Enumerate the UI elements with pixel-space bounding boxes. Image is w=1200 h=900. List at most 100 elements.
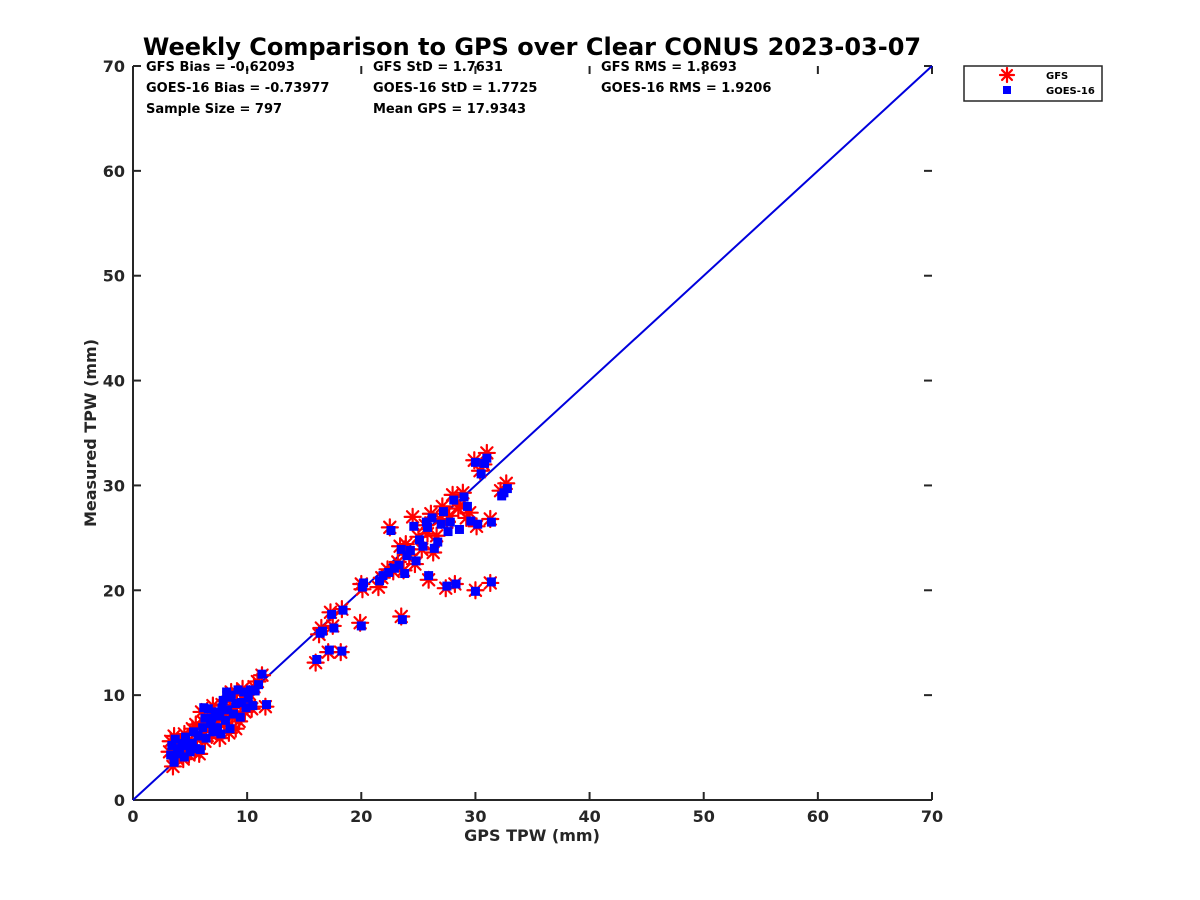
goes16-point — [195, 745, 205, 755]
x-tick-label: 50 — [693, 807, 715, 826]
stat-mean-gps: Mean GPS = 17.9343 — [373, 102, 526, 117]
goes16-point — [466, 516, 476, 526]
goes16-point — [405, 545, 415, 555]
x-tick-label: 30 — [464, 807, 486, 826]
goes16-point — [231, 699, 241, 709]
legend-gfs-marker — [998, 66, 1016, 84]
goes16-point — [409, 521, 419, 531]
y-tick-label: 10 — [103, 686, 125, 705]
goes16-point — [233, 685, 243, 695]
legend-goes-marker — [1003, 86, 1011, 94]
stat-goes-rms: GOES-16 RMS = 1.9206 — [601, 81, 771, 96]
goes16-point — [396, 544, 406, 554]
y-tick-label: 70 — [103, 57, 125, 76]
x-tick-label: 20 — [350, 807, 372, 826]
goes16-point — [235, 712, 245, 722]
goes16-point — [225, 724, 235, 734]
goes16-point — [173, 749, 183, 759]
legend: GFS GOES-16 — [963, 65, 1103, 102]
goes16-point — [206, 718, 216, 728]
goes16-point — [207, 713, 217, 723]
stat-gfs-std: GFS StD = 1.7631 — [373, 60, 503, 75]
x-axis-label: GPS TPW (mm) — [464, 826, 600, 845]
goes16-point — [223, 705, 233, 715]
goes16-point — [324, 645, 334, 655]
goes16-point — [208, 727, 218, 737]
goes16-point — [185, 747, 195, 757]
goes16-point — [442, 581, 452, 591]
y-tick-label: 60 — [103, 162, 125, 181]
goes16-point — [449, 495, 459, 505]
goes16-point — [470, 457, 480, 467]
goes16-point — [397, 615, 407, 625]
goes16-point — [482, 453, 492, 463]
goes16-point — [220, 715, 230, 725]
goes16-point — [175, 744, 185, 754]
y-tick-label: 40 — [103, 372, 125, 391]
goes16-point — [257, 669, 267, 679]
goes16-point — [181, 732, 191, 742]
goes16-point — [424, 571, 434, 581]
legend-goes-square — [1003, 86, 1011, 94]
axes — [132, 66, 932, 801]
goes16-point — [217, 703, 227, 713]
goes16-point — [312, 654, 322, 664]
stat-gfs-rms: GFS RMS = 1.8693 — [601, 60, 737, 75]
goes16-point — [193, 731, 203, 741]
goes16-point — [378, 571, 388, 581]
goes16-point — [443, 527, 453, 537]
y-tick-label: 0 — [114, 791, 125, 810]
goes16-point — [212, 723, 222, 733]
goes16-point — [246, 685, 256, 695]
chart-title: Weekly Comparison to GPS over Clear CONU… — [143, 33, 921, 61]
goes16-point — [201, 733, 211, 743]
goes16-point — [436, 519, 446, 529]
goes16-point — [386, 526, 396, 536]
goes16-point — [329, 623, 339, 633]
goes16-point — [200, 713, 210, 723]
goes16-point — [433, 537, 443, 547]
goes16-point — [359, 578, 369, 588]
goes16-point — [236, 697, 246, 707]
goes16-point — [191, 744, 201, 754]
goes16-point — [183, 740, 193, 750]
goes16-point — [338, 605, 348, 615]
goes16-point — [400, 569, 410, 579]
goes16-point — [375, 576, 385, 586]
goes16-point — [248, 701, 258, 711]
goes16-point — [418, 541, 428, 551]
goes16-point — [402, 551, 412, 561]
stat-goes-bias: GOES-16 Bias = -0.73977 — [146, 81, 329, 96]
goes16-point — [177, 738, 187, 748]
goes16-point — [421, 517, 431, 527]
goes16-point — [476, 469, 486, 479]
x-tick-label: 40 — [578, 807, 600, 826]
goes16-point — [473, 519, 483, 529]
stat-gfs-bias: GFS Bias = -0.62093 — [146, 60, 295, 75]
statistics-block: GFS Bias = -0.62093 GFS StD = 1.7631 GFS… — [146, 60, 771, 117]
goes16-point — [243, 693, 253, 703]
stat-goes-std: GOES-16 StD = 1.7725 — [373, 81, 537, 96]
goes16-point — [199, 703, 209, 713]
x-tick-label: 10 — [236, 807, 258, 826]
goes16-point — [216, 729, 226, 739]
goes16-point — [486, 517, 496, 527]
y-axis-label: Measured TPW (mm) — [81, 339, 100, 527]
goes16-point — [203, 704, 213, 714]
goes16-point — [169, 757, 179, 767]
goes16-point — [422, 522, 432, 532]
goes16-point — [411, 556, 421, 566]
goes16-point — [262, 700, 272, 710]
goes16-point — [462, 501, 472, 511]
goes16-point — [198, 723, 208, 733]
gfs-point — [443, 485, 462, 504]
goes16-point — [187, 738, 197, 748]
goes16-point — [356, 621, 366, 631]
goes16-point — [250, 686, 260, 696]
goes16-point — [241, 703, 251, 713]
goes16-point — [170, 734, 180, 744]
goes16-point — [317, 626, 327, 636]
goes16-point — [222, 687, 232, 697]
goes16-point — [445, 517, 455, 527]
